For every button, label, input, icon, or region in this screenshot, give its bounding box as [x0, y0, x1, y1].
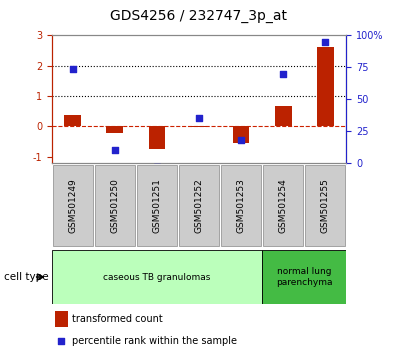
Text: GSM501253: GSM501253 — [236, 178, 246, 233]
Point — [238, 137, 244, 143]
Bar — [317, 47, 334, 126]
Point — [280, 71, 286, 76]
Bar — [64, 115, 81, 126]
Bar — [137, 165, 177, 246]
Bar — [52, 250, 262, 304]
Text: percentile rank within the sample: percentile rank within the sample — [72, 336, 237, 346]
Text: cell type: cell type — [4, 272, 49, 282]
Text: GSM501250: GSM501250 — [110, 178, 119, 233]
Text: caseous TB granulomas: caseous TB granulomas — [103, 273, 211, 281]
Bar — [55, 311, 68, 327]
Text: GSM501252: GSM501252 — [195, 178, 203, 233]
Point — [70, 66, 76, 72]
Bar — [179, 165, 219, 246]
Point — [112, 147, 118, 153]
Text: GSM501249: GSM501249 — [68, 178, 77, 233]
Bar — [263, 165, 303, 246]
Point — [58, 338, 64, 344]
Text: GSM501251: GSM501251 — [152, 178, 162, 233]
Point — [322, 39, 328, 45]
Bar — [305, 165, 345, 246]
Point — [196, 115, 202, 121]
Text: GSM501254: GSM501254 — [279, 178, 288, 233]
Bar — [221, 165, 261, 246]
Bar — [95, 165, 135, 246]
Text: normal lung
parenchyma: normal lung parenchyma — [276, 267, 332, 287]
Bar — [191, 126, 207, 127]
Text: transformed count: transformed count — [72, 314, 163, 324]
Bar — [148, 126, 165, 149]
Bar — [262, 250, 346, 304]
Bar — [233, 126, 250, 143]
Text: GDS4256 / 232747_3p_at: GDS4256 / 232747_3p_at — [111, 9, 287, 23]
Bar — [53, 165, 93, 246]
Bar — [275, 106, 292, 126]
Bar — [106, 126, 123, 133]
Text: GSM501255: GSM501255 — [321, 178, 330, 233]
Point — [154, 164, 160, 170]
